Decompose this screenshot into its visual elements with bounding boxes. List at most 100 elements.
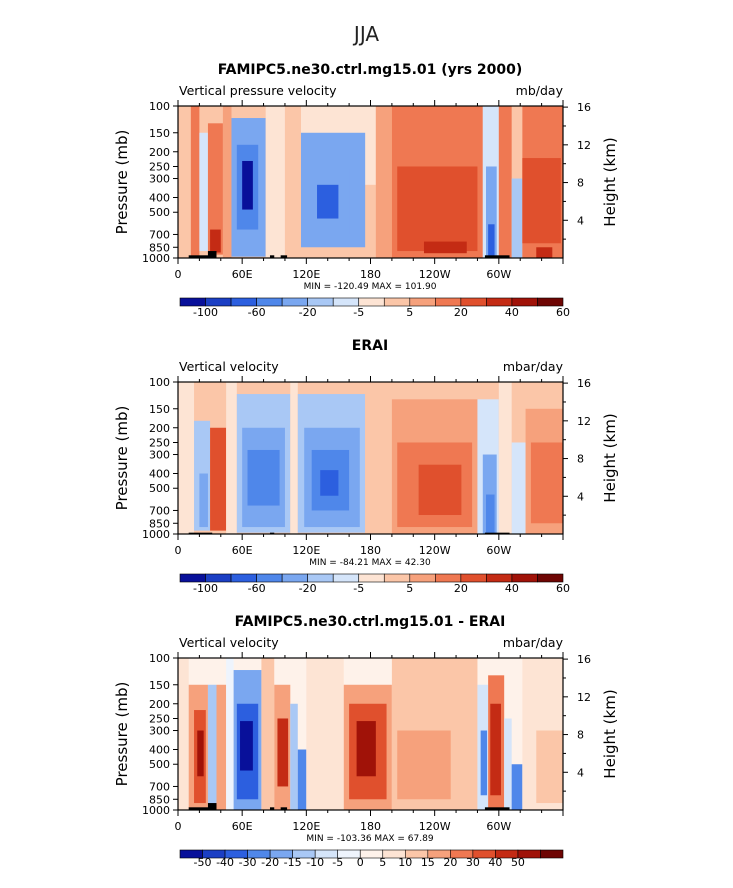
colorbar-swatch-14 xyxy=(511,573,538,583)
colorbar-label: 5 xyxy=(406,582,413,595)
colorbar-label: 20 xyxy=(443,856,457,869)
pressure-tick-label: 100 xyxy=(149,652,170,665)
contour-cell-1 xyxy=(178,106,191,258)
contour-cell-4 xyxy=(197,730,204,777)
chart-panel-3: FAMIPC5.ne30.ctrl.mg15.01 - ERAI Vertical… xyxy=(113,614,619,869)
colorbar-swatch-10 xyxy=(409,297,436,307)
colorbar-label: -100 xyxy=(193,306,218,319)
variable-label: Vertical velocity xyxy=(179,359,279,374)
contour-cell-3 xyxy=(199,473,208,528)
colorbar-swatch-11 xyxy=(435,297,462,307)
contour-cell-23 xyxy=(480,730,488,796)
contour-cell-16 xyxy=(375,106,392,258)
colorbar-swatch-2 xyxy=(205,573,232,583)
colorbar-label: -50 xyxy=(194,856,212,869)
pressure-tick-label: 500 xyxy=(149,758,170,771)
min-max-stats: MIN = -120.49 MAX = 101.90 xyxy=(304,282,437,292)
contour-cell-22 xyxy=(488,224,495,258)
pressure-tick-label: 300 xyxy=(149,725,170,738)
x-tick-label: 180 xyxy=(360,544,381,557)
pressure-tick-label: 400 xyxy=(149,468,170,481)
height-tick-label: 16 xyxy=(577,377,591,390)
min-max-stats: MIN = -103.36 MAX = 67.89 xyxy=(306,834,433,844)
contour-cell-1 xyxy=(178,658,189,810)
x-tick-label: 180 xyxy=(360,820,381,833)
pressure-tick-label: 200 xyxy=(149,422,170,435)
contour-cell-11 xyxy=(284,106,301,258)
terrain-mask-2 xyxy=(207,251,217,258)
contour-cell-3 xyxy=(199,132,208,252)
colorbar-label: 40 xyxy=(505,582,519,595)
colorbar-label: -60 xyxy=(248,582,266,595)
contour-cell-21 xyxy=(486,494,495,534)
contour-cell-26 xyxy=(504,718,512,810)
colorbar-swatch-4 xyxy=(256,297,283,307)
contour-cell-19 xyxy=(423,241,467,254)
colorbar-swatch-4 xyxy=(256,573,283,583)
colorbar-swatch-5 xyxy=(281,297,308,307)
x-tick-label: 60E xyxy=(232,544,253,557)
colorbar-label: 60 xyxy=(556,306,570,319)
page-title: JJA xyxy=(353,22,380,46)
contour-cell-15 xyxy=(317,184,339,219)
pressure-tick-label: 250 xyxy=(149,436,170,449)
colorbar-label: 20 xyxy=(454,306,468,319)
colorbar-swatch-3 xyxy=(230,297,257,307)
colorbar-swatch-8 xyxy=(358,573,385,583)
contour-cell-27 xyxy=(511,764,523,810)
terrain-mask-5 xyxy=(484,255,510,258)
colorbar-label: 50 xyxy=(511,856,525,869)
colorbar-swatch-12 xyxy=(460,573,487,583)
colorbar-label: 40 xyxy=(488,856,502,869)
colorbar-label: 60 xyxy=(556,582,570,595)
contour-cell-6 xyxy=(222,106,232,258)
pressure-tick-label: 700 xyxy=(149,228,170,241)
colorbar-swatch-10 xyxy=(409,573,436,583)
colorbar-swatch-13 xyxy=(486,297,513,307)
contour-cell-16 xyxy=(306,658,344,810)
colorbar-label: -60 xyxy=(248,306,266,319)
colorbar-label: 15 xyxy=(421,856,435,869)
height-tick-label: 16 xyxy=(577,101,591,114)
colorbar-swatch-9 xyxy=(383,297,411,307)
pressure-tick-label: 1000 xyxy=(142,252,170,265)
units-label: mbar/day xyxy=(503,635,564,650)
contour-cell-27 xyxy=(536,247,553,258)
contour-cell-21 xyxy=(397,730,451,800)
y-axis-right-label: Height (km) xyxy=(601,413,619,502)
pressure-tick-label: 1000 xyxy=(142,528,170,541)
contour-cell-19 xyxy=(356,721,376,777)
x-tick-label: 120E xyxy=(292,268,320,281)
colorbar-label: 10 xyxy=(398,856,412,869)
x-tick-label: 120W xyxy=(419,544,451,557)
units-label: mbar/day xyxy=(503,359,564,374)
colorbar-label: -10 xyxy=(306,856,324,869)
height-tick-label: 4 xyxy=(577,490,584,503)
contour-cell-14 xyxy=(290,703,298,810)
colorbar-swatch-1 xyxy=(179,297,206,307)
pressure-tick-label: 300 xyxy=(149,173,170,186)
pressure-tick-label: 250 xyxy=(149,160,170,173)
contour-cell-1 xyxy=(178,382,195,534)
pressure-tick-label: 200 xyxy=(149,146,170,159)
colorbar-label: 5 xyxy=(406,306,413,319)
y-axis-right-label: Height (km) xyxy=(601,137,619,226)
contour-cell-9 xyxy=(247,449,280,506)
colorbar-label: 30 xyxy=(466,856,480,869)
y-axis-label: Pressure (mb) xyxy=(113,130,131,235)
contour-cell-29 xyxy=(536,730,563,804)
y-axis-label: Pressure (mb) xyxy=(113,406,131,511)
colorbar-label: -15 xyxy=(284,856,302,869)
pressure-tick-label: 150 xyxy=(149,127,170,140)
height-tick-label: 16 xyxy=(577,653,591,666)
chart-title: FAMIPC5.ne30.ctrl.mg15.01 (yrs 2000) xyxy=(218,62,523,78)
contour-cell-6 xyxy=(216,684,227,810)
colorbar-swatch-6 xyxy=(307,297,334,307)
terrain-mask-4 xyxy=(280,255,288,258)
contour-cell-9 xyxy=(242,160,253,210)
height-tick-label: 4 xyxy=(577,766,584,779)
contour-cell-26 xyxy=(522,158,561,244)
chart-title: FAMIPC5.ne30.ctrl.mg15.01 - ERAI xyxy=(235,614,506,630)
pressure-tick-label: 700 xyxy=(149,504,170,517)
